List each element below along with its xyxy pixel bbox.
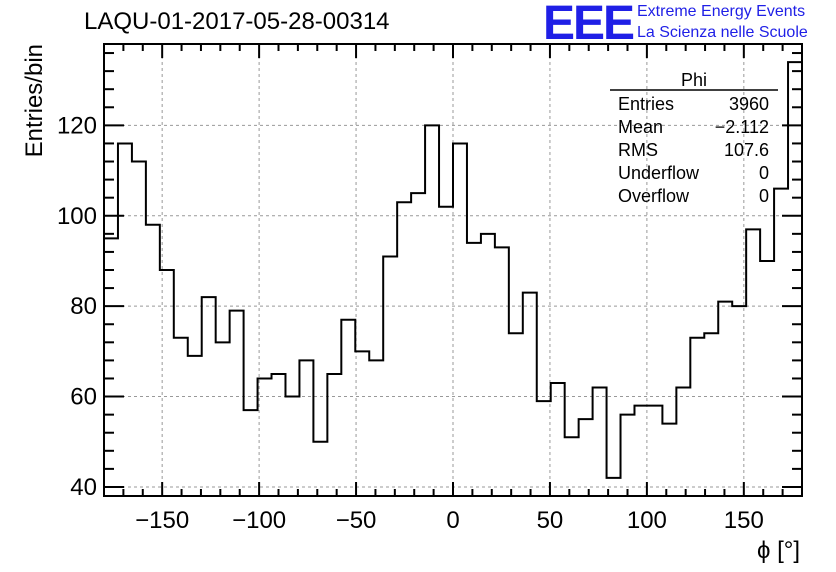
stats-value: 3960 [729, 94, 769, 114]
x-tick-label: −50 [336, 507, 377, 534]
y-tick-label: 40 [70, 474, 97, 501]
y-tick-label: 80 [70, 293, 97, 320]
stats-value: 0 [759, 163, 769, 183]
x-tick-label: 100 [627, 507, 667, 534]
stats-label: Overflow [618, 186, 690, 206]
eee-logo: EEE [543, 0, 635, 50]
y-tick-label: 60 [70, 384, 97, 411]
y-tick-label: 100 [57, 203, 97, 230]
stats-value: 107.6 [724, 140, 769, 160]
x-tick-label: −100 [232, 507, 286, 534]
stats-value: −2.112 [715, 117, 769, 137]
stats-box: Phi Entries 3960 Mean −2.112 RMS 107.6 Underfl… [610, 70, 778, 206]
axis-ticks [104, 44, 802, 496]
histogram-line [104, 61, 802, 479]
grid-lines [104, 44, 802, 496]
stats-label: Entries [618, 94, 674, 114]
chart-title: LAQU-01-2017-05-28-00314 [84, 8, 390, 35]
x-tick-label: −150 [135, 507, 189, 534]
stats-name: Phi [681, 70, 707, 90]
brand-line-1: Extreme Energy Events [637, 3, 806, 20]
stats-label: Mean [618, 117, 663, 137]
stats-label: RMS [618, 140, 658, 160]
stats-value: 0 [759, 186, 769, 206]
x-tick-label: 50 [537, 507, 564, 534]
brand-line-2: La Scienza nelle Scuole [637, 24, 808, 41]
stats-label: Underflow [618, 163, 700, 183]
x-axis-label: ϕ [°] [757, 537, 800, 564]
y-axis-label: Entries/bin [21, 44, 48, 157]
x-tick-label: 150 [724, 507, 764, 534]
y-tick-label: 120 [57, 112, 97, 139]
tick-labels: −150 −100 −50 0 50 100 150 40 60 80 100 120 [57, 112, 764, 534]
x-tick-label: 0 [446, 507, 459, 534]
